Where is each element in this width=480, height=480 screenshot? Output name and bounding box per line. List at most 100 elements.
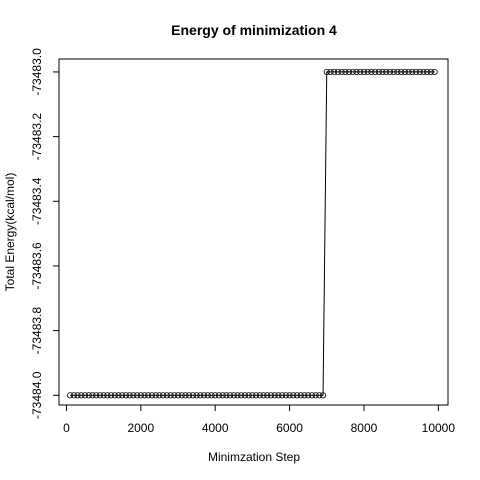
data-point: [234, 392, 241, 399]
chart-title: Energy of minimization 4: [171, 22, 337, 38]
data-point: [130, 392, 137, 399]
x-axis-label: Minimzation Step: [208, 450, 300, 464]
data-point: [67, 392, 74, 399]
x-tick-label: 0: [63, 421, 70, 435]
data-point: [342, 68, 349, 76]
data-point: [219, 392, 226, 399]
data-point: [375, 68, 382, 76]
data-point: [134, 392, 141, 399]
data-point: [212, 392, 219, 399]
data-point: [241, 392, 249, 399]
data-point: [420, 68, 427, 76]
data-point: [167, 392, 174, 399]
data-point: [286, 392, 293, 399]
data-point: [267, 392, 275, 399]
y-axis-ticks: -73484.0 -73483.8 -73483.6 -73483.4 -73483.2…: [30, 48, 59, 419]
data-point: [386, 68, 394, 76]
data-point: [141, 392, 148, 399]
plot-frame: [58, 58, 449, 406]
data-point: [96, 392, 104, 399]
data-point: [85, 392, 92, 399]
data-point: [174, 392, 182, 399]
data-point: [264, 392, 271, 399]
data-point: [364, 68, 371, 76]
y-tick-label: -73483.2: [30, 113, 44, 161]
data-point: [160, 392, 167, 399]
data-point: [323, 68, 330, 76]
data-point: [74, 392, 81, 399]
data-point: [416, 68, 423, 76]
data-point: [78, 392, 85, 399]
data-point: [271, 392, 278, 399]
data-point: [70, 392, 77, 399]
data-point: [305, 392, 312, 399]
data-point: [193, 392, 200, 399]
data-point: [81, 392, 89, 399]
data-point: [260, 392, 267, 399]
data-point: [256, 392, 263, 399]
data-point: [279, 392, 286, 399]
data-point: [308, 392, 315, 399]
y-tick-label: -73483.6: [30, 242, 44, 290]
data-point: [100, 392, 107, 399]
y-tick-label: -73483.4: [30, 177, 44, 225]
data-point: [379, 68, 386, 76]
data-point: [424, 68, 431, 76]
data-point: [115, 392, 122, 399]
data-point: [331, 68, 338, 76]
data-point: [372, 68, 379, 76]
data-point: [226, 392, 234, 399]
data-point: [427, 68, 434, 76]
data-point: [208, 392, 215, 399]
data-point: [398, 68, 405, 76]
data-point: [275, 392, 282, 399]
data-point: [249, 392, 256, 399]
data-point: [111, 392, 118, 399]
data-point: [327, 68, 334, 76]
data-point: [282, 392, 289, 399]
data-point: [334, 68, 342, 76]
data-point: [197, 392, 204, 399]
data-point: [293, 392, 301, 399]
data-point: [93, 392, 100, 399]
data-point: [148, 392, 156, 399]
x-tick-label: 2000: [127, 421, 154, 435]
data-point: [245, 392, 252, 399]
data-point: [383, 68, 390, 76]
data-point: [312, 392, 319, 399]
data-point: [401, 68, 408, 76]
data-point: [301, 392, 308, 399]
data-point: [145, 392, 152, 399]
data-point: [405, 68, 412, 76]
data-point: [290, 392, 297, 399]
data-point: [156, 392, 163, 399]
data-point: [319, 392, 327, 399]
data-point: [119, 392, 126, 399]
x-tick-label: 8000: [351, 421, 378, 435]
data-point: [338, 68, 345, 76]
data-point: [349, 68, 356, 76]
data-point: [200, 392, 208, 399]
data-point: [122, 392, 130, 399]
data-point: [353, 68, 360, 76]
y-tick-label: -73484.0: [30, 371, 44, 419]
data-point: [431, 68, 438, 76]
data-point: [171, 392, 178, 399]
x-axis-ticks: 0 2000 4000 6000 8000 10000: [63, 405, 455, 435]
data-point: [204, 392, 211, 399]
x-tick-label: 6000: [276, 421, 303, 435]
data-point: [89, 392, 96, 399]
data-point: [230, 392, 237, 399]
series-line: [70, 71, 435, 396]
data-point: [137, 392, 144, 399]
data-point: [368, 68, 375, 76]
data-point: [316, 392, 323, 399]
data-point: [107, 392, 115, 399]
data-point: [412, 68, 420, 76]
data-point: [186, 392, 193, 399]
data-point: [394, 68, 401, 76]
data-point: [238, 392, 245, 399]
x-tick-label: 10000: [422, 421, 456, 435]
data-point: [215, 392, 223, 399]
